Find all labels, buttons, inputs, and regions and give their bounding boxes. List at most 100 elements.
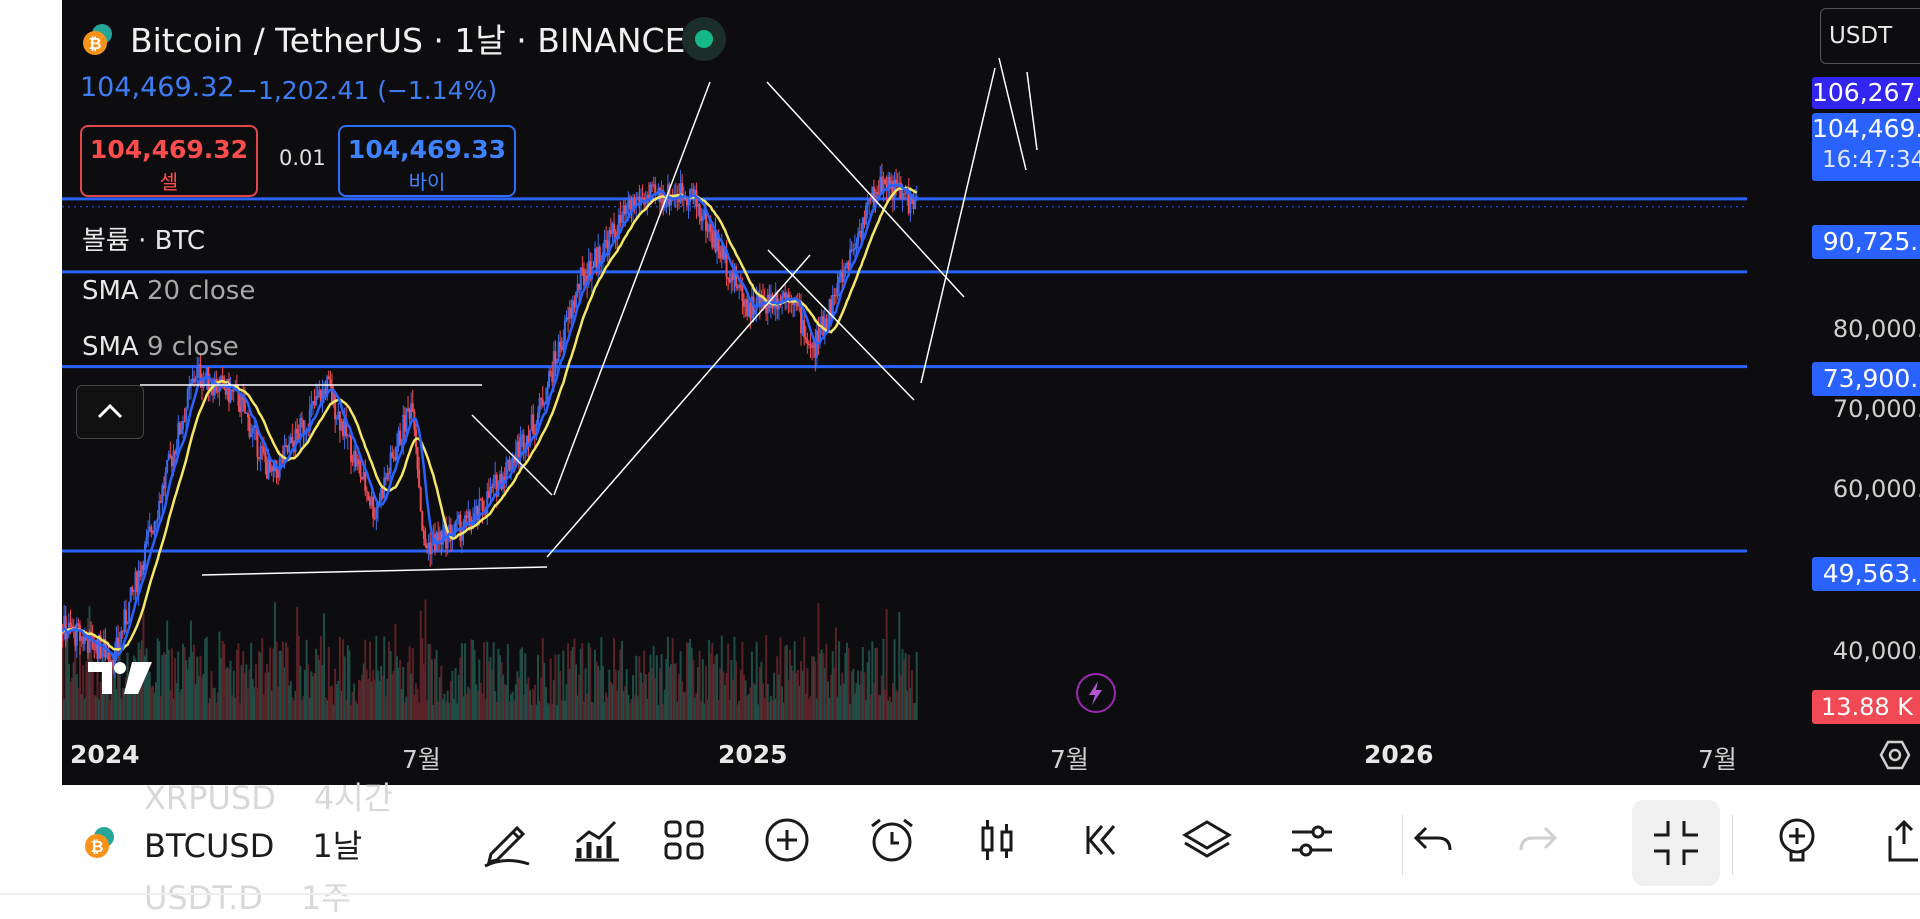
symbol-list-item-above[interactable]: XRPUSD 4시간 <box>144 773 393 819</box>
volume-bar <box>105 670 108 720</box>
candle-body <box>822 316 825 337</box>
volume-bar <box>804 694 807 720</box>
volume-bar <box>792 670 795 720</box>
symbol-interval: 1날 <box>312 827 363 865</box>
volume-bar <box>763 697 766 720</box>
volume-bar <box>708 639 711 720</box>
volume-bar <box>744 680 747 720</box>
volume-bar <box>131 671 134 720</box>
buy-button[interactable]: 104,469.33 바이 <box>338 125 516 197</box>
volume-bar <box>437 701 440 720</box>
indicators-button[interactable] <box>567 810 627 870</box>
sell-button[interactable]: 104,469.32 셀 <box>80 125 258 197</box>
volume-bar <box>500 662 503 720</box>
drawing-tool-button[interactable] <box>477 810 537 870</box>
price-plot[interactable] <box>62 0 1920 785</box>
candle-body <box>375 508 378 519</box>
volume-bar <box>527 677 530 720</box>
chart-pane[interactable]: ₿ Bitcoin / TetherUS · 1날 · BINANCE 104,… <box>62 0 1920 785</box>
alert-button[interactable] <box>862 810 922 870</box>
candle-body <box>839 271 842 277</box>
volume-bar <box>671 637 674 720</box>
undo-button[interactable] <box>1404 810 1464 870</box>
trendline <box>766 81 965 298</box>
candle-body <box>527 435 530 446</box>
volume-bar <box>432 704 435 720</box>
volume-bar <box>281 641 284 720</box>
candle-body <box>311 401 314 405</box>
volume-bar <box>790 665 793 720</box>
volume-bar <box>697 667 700 720</box>
candle-body <box>841 271 844 282</box>
volume-bar <box>258 651 261 720</box>
volume-bar <box>166 620 169 720</box>
candle-body <box>582 269 585 286</box>
volume-bar <box>782 702 785 720</box>
settings-sliders-button[interactable] <box>1282 810 1342 870</box>
candle-body <box>75 623 78 646</box>
volume-bar <box>145 648 148 720</box>
candle-body <box>674 195 677 200</box>
sma-9-params: 9 close <box>147 332 239 362</box>
candle-body <box>598 247 601 264</box>
volume-bar <box>378 680 381 720</box>
indicator-sma-20[interactable]: SMA 20 close <box>82 276 255 306</box>
indicator-sma-9[interactable]: SMA 9 close <box>82 332 239 362</box>
volume-bar <box>719 668 722 720</box>
layers-button[interactable] <box>1177 810 1237 870</box>
indicator-volume[interactable]: 볼륨 · BTC <box>82 220 205 257</box>
candle-body <box>803 320 806 338</box>
symbol-list-item-current[interactable]: BTCUSD 1날 <box>144 821 362 867</box>
trendline <box>471 414 553 496</box>
lightning-button[interactable] <box>1076 673 1116 713</box>
settings-gear-icon[interactable] <box>1878 738 1912 772</box>
candle-body <box>407 408 410 410</box>
candle-body <box>117 637 120 648</box>
volume-bar <box>711 643 714 720</box>
candle-body <box>535 423 538 435</box>
add-button[interactable] <box>757 810 817 870</box>
candle-body <box>175 447 178 455</box>
volume-bar <box>560 700 563 720</box>
volume-bar <box>251 679 254 720</box>
candle-body <box>373 518 376 520</box>
layout-grid-button[interactable] <box>654 810 714 870</box>
candle-body <box>272 466 275 471</box>
volume-bar <box>530 704 533 720</box>
volume-bar <box>586 693 589 720</box>
ideas-button[interactable] <box>1767 810 1827 870</box>
candle-body <box>825 318 828 331</box>
volume-bar <box>250 642 253 720</box>
chart-type-button[interactable] <box>967 810 1027 870</box>
candle-body <box>410 403 413 419</box>
collapse-indicators-button[interactable] <box>76 385 144 439</box>
symbol-list-item-below[interactable]: USDT.D 1주 <box>144 873 351 919</box>
volume-bar <box>227 668 230 720</box>
fullscreen-button[interactable] <box>1632 800 1720 886</box>
volume-bar <box>742 675 745 720</box>
replay-button[interactable] <box>1072 810 1132 870</box>
volume-bar <box>587 642 590 720</box>
volume-bar <box>353 683 356 720</box>
volume-bar <box>511 691 514 720</box>
volume-bar <box>372 669 375 720</box>
volume-bar <box>655 655 658 720</box>
candle-body <box>121 631 124 633</box>
sma-9-line <box>62 183 917 659</box>
volume-bar <box>685 642 688 720</box>
toolbar-divider <box>1402 815 1403 875</box>
candle-body <box>162 485 165 489</box>
symbol-title[interactable]: Bitcoin / TetherUS · 1날 · BINANCE <box>130 21 686 60</box>
chevron-up-icon <box>97 403 123 419</box>
volume-bar <box>769 695 772 720</box>
volume-bar <box>63 698 66 720</box>
candle-body <box>647 194 650 199</box>
candle-body <box>706 230 709 232</box>
candle-body <box>86 640 89 653</box>
time-axis-tick: 2026 <box>1364 740 1434 769</box>
candle-body <box>869 198 872 201</box>
volume-bar <box>62 638 64 720</box>
redo-button[interactable] <box>1507 810 1567 870</box>
share-button[interactable] <box>1872 810 1920 870</box>
currency-select[interactable]: USDT ⌄ <box>1820 8 1920 64</box>
